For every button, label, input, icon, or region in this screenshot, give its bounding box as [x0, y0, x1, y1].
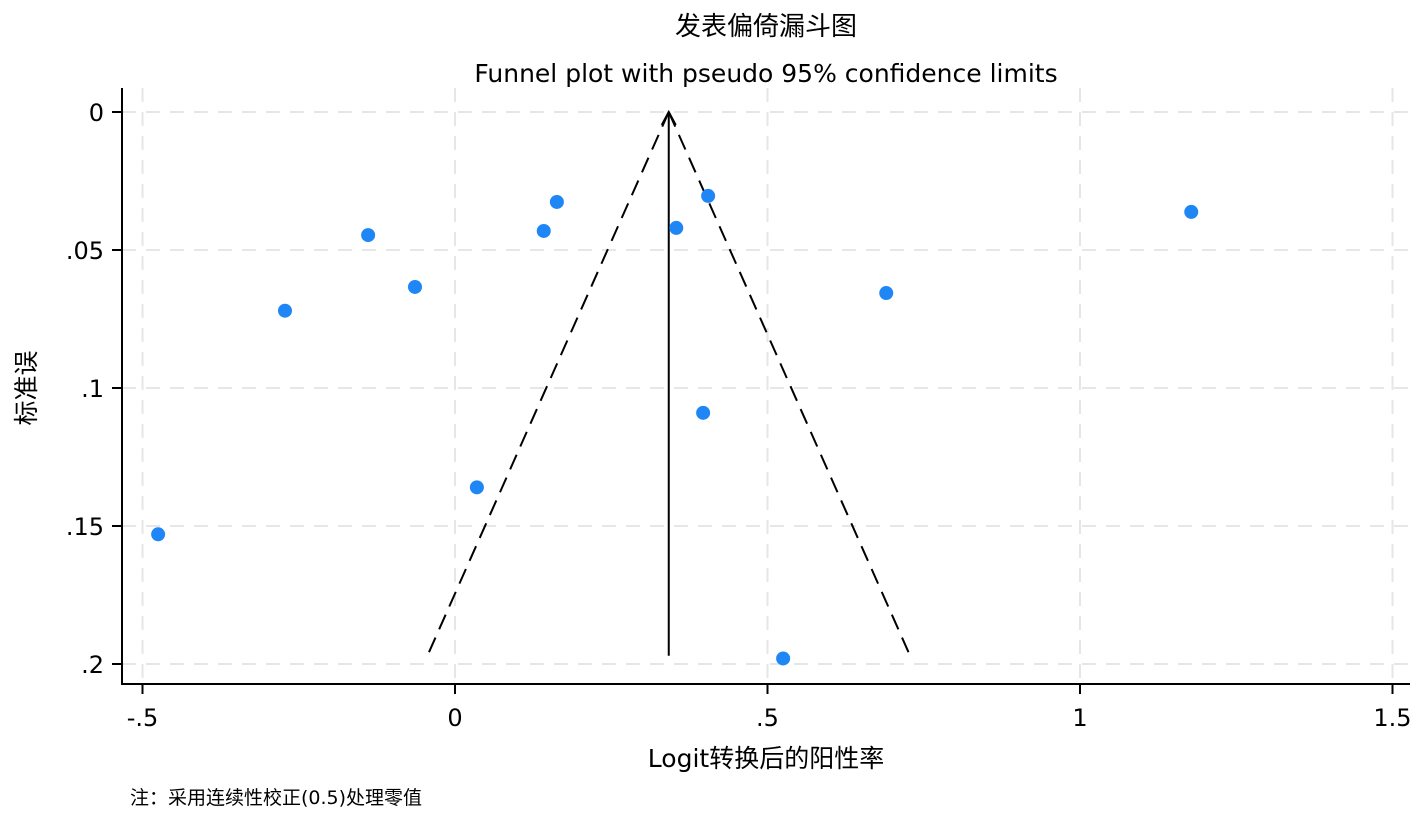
funnel-lines: [426, 109, 911, 657]
grid: [122, 88, 1410, 684]
axes: -.5 0 .5 1 1.5 0 .05 .1 .15 .2: [66, 88, 1412, 732]
chart-subtitle: Funnel plot with pseudo 95% confidence l…: [474, 59, 1057, 88]
x-tick-label: -.5: [127, 704, 159, 732]
data-point: [549, 194, 564, 209]
data-point: [701, 188, 716, 203]
data-point: [669, 220, 684, 235]
y-axis-label: 标准误: [12, 350, 41, 425]
data-point: [1184, 204, 1199, 219]
y-tick-label: .15: [66, 513, 104, 541]
data-point: [776, 651, 791, 666]
data-point: [696, 405, 711, 420]
y-tick-label: .05: [66, 237, 104, 265]
data-points: [151, 188, 1199, 666]
data-point: [278, 303, 292, 318]
y-tick-label: 0: [89, 99, 104, 127]
x-tick-label: 0: [447, 704, 462, 732]
chart-title: 发表偏倚漏斗图: [675, 12, 857, 42]
data-point: [361, 228, 376, 243]
y-tick-label: .1: [81, 375, 104, 403]
x-tick-label: 1: [1072, 704, 1087, 732]
data-point: [408, 279, 422, 294]
x-tick-label: 1.5: [1373, 704, 1411, 732]
x-axis-label: Logit转换后的阳性率: [648, 744, 884, 773]
data-point: [536, 223, 551, 238]
x-tick-label: .5: [756, 704, 779, 732]
lower-confidence-limit: [426, 111, 670, 657]
data-point: [469, 480, 484, 495]
data-point: [151, 527, 166, 542]
y-tick-label: .2: [81, 651, 104, 679]
chart-note: 注：采用连续性校正(0.5)处理零值: [130, 787, 422, 809]
data-point: [879, 286, 894, 301]
